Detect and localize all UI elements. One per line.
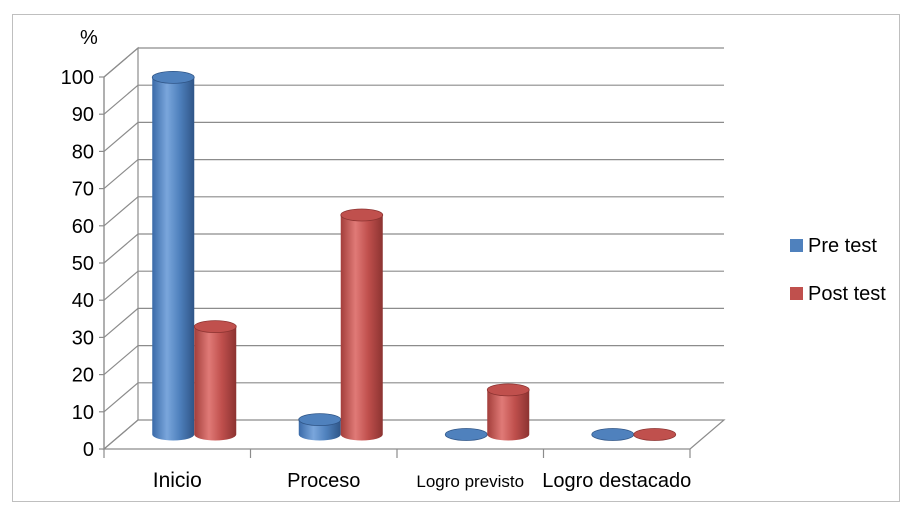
gridline	[103, 121, 724, 152]
legend-swatch	[790, 239, 803, 252]
bar-pre-test	[298, 413, 342, 441]
bar-post-test	[340, 208, 384, 441]
gridline	[103, 84, 724, 115]
y-axis: 0 10 20 30 40 50 60 70 80 90 100	[61, 67, 105, 461]
legend-swatch	[790, 287, 803, 300]
y-tick-label: 70	[72, 179, 94, 201]
legend-label: Pre test	[808, 235, 877, 257]
bar-pre-test	[444, 428, 488, 441]
gridline	[103, 345, 724, 376]
bar-pre-test	[591, 428, 635, 441]
x-axis: Inicio Proceso Logro previsto Logro destaca…	[103, 449, 691, 492]
y-tick-label: 30	[72, 327, 94, 349]
y-unit-label: %	[80, 27, 98, 49]
gridlines	[103, 47, 724, 413]
chart-frame	[12, 14, 900, 502]
gridline	[103, 196, 724, 227]
floor	[102, 419, 726, 450]
y-tick-label: 80	[72, 141, 94, 163]
y-tick-label: 40	[72, 290, 94, 312]
bar-post-test	[193, 320, 237, 441]
bar-post-test	[633, 428, 677, 441]
y-tick-label: 90	[72, 104, 94, 126]
legend-item: Pre test	[790, 235, 877, 257]
gridline	[103, 270, 724, 301]
x-category-label: Logro previsto	[416, 472, 524, 491]
y-tick-label: 50	[72, 253, 94, 275]
gridline	[103, 233, 724, 264]
x-category-label: Logro destacado	[542, 470, 691, 492]
y-tick-label: 0	[83, 439, 94, 461]
gridline	[103, 382, 724, 413]
bars	[151, 70, 677, 441]
legend: Pre test Post test	[790, 235, 886, 305]
y-tick-label: 20	[72, 365, 94, 387]
x-category-label: Inicio	[153, 469, 202, 492]
bar-post-test	[486, 383, 530, 441]
bar-pre-test	[151, 70, 195, 441]
gridline	[103, 307, 724, 338]
gridline	[103, 159, 724, 190]
legend-item: Post test	[790, 283, 886, 305]
y-tick-label: 10	[72, 402, 94, 424]
y-tick-label: 100	[61, 67, 94, 89]
legend-label: Post test	[808, 283, 886, 305]
gridline	[103, 47, 724, 78]
x-category-label: Proceso	[287, 470, 360, 492]
y-tick-label: 60	[72, 216, 94, 238]
